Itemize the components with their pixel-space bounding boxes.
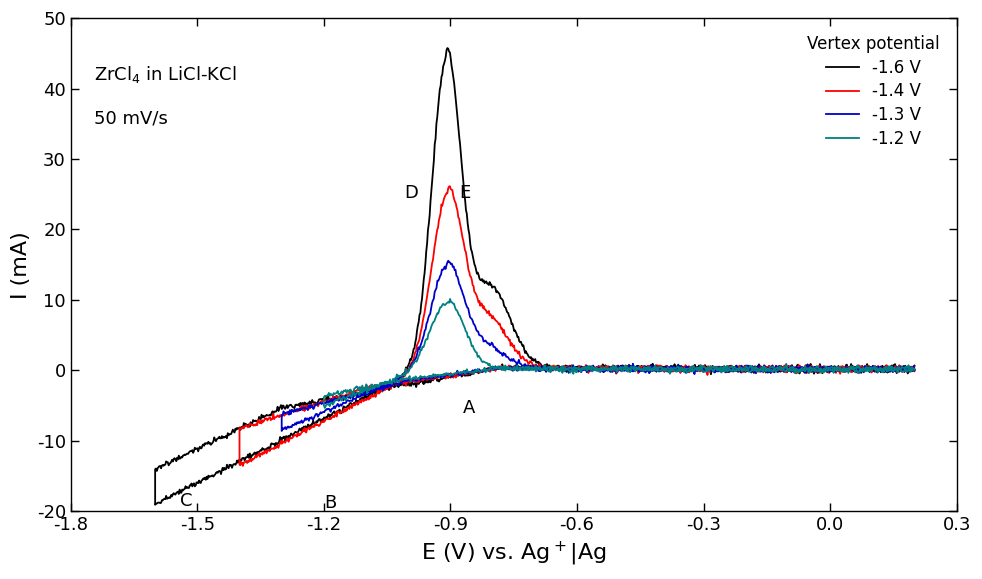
Legend: -1.6 V, -1.4 V, -1.3 V, -1.2 V: -1.6 V, -1.4 V, -1.3 V, -1.2 V	[799, 27, 949, 156]
-1.2 V	[396, 375, 408, 382]
-1.6 V	[281, 402, 293, 409]
-1.2 V	[709, 364, 721, 371]
-1.6 V	[584, 363, 596, 370]
Line: -1.6 V: -1.6 V	[155, 48, 914, 505]
Text: ZrCl$_4$ in LiCl-KCl: ZrCl$_4$ in LiCl-KCl	[94, 64, 237, 85]
-1.4 V	[490, 317, 502, 324]
Text: 50 mV/s: 50 mV/s	[94, 109, 168, 127]
-1.3 V	[908, 366, 920, 373]
-1.2 V	[908, 367, 920, 373]
-1.6 V	[908, 362, 920, 369]
-1.2 V	[373, 382, 385, 389]
Line: -1.4 V: -1.4 V	[240, 186, 914, 466]
Text: B: B	[324, 494, 336, 512]
-1.3 V	[602, 366, 614, 373]
-1.4 V	[908, 363, 920, 370]
Text: E: E	[459, 184, 470, 201]
-1.4 V	[249, 452, 261, 459]
-1.3 V	[276, 427, 288, 434]
-1.3 V	[307, 416, 319, 423]
-1.3 V	[672, 368, 683, 375]
-1.6 V	[427, 167, 439, 174]
-1.2 V	[752, 365, 764, 372]
Line: -1.2 V: -1.2 V	[324, 299, 914, 408]
-1.4 V	[908, 367, 920, 374]
Line: -1.3 V: -1.3 V	[282, 261, 914, 431]
-1.4 V	[823, 367, 835, 374]
-1.4 V	[444, 183, 456, 190]
Text: D: D	[404, 184, 418, 201]
X-axis label: E (V) vs. Ag$^+$|Ag: E (V) vs. Ag$^+$|Ag	[421, 540, 607, 568]
-1.3 V	[908, 367, 920, 373]
-1.6 V	[908, 368, 920, 375]
-1.3 V	[472, 368, 484, 375]
-1.3 V	[892, 366, 903, 373]
-1.4 V	[298, 402, 309, 409]
-1.4 V	[237, 463, 248, 470]
-1.2 V	[444, 295, 456, 302]
-1.6 V	[442, 45, 454, 52]
Y-axis label: I (mA): I (mA)	[11, 231, 31, 299]
-1.2 V	[349, 391, 360, 398]
-1.6 V	[149, 501, 161, 508]
Text: A: A	[464, 398, 475, 416]
-1.2 V	[511, 364, 522, 371]
-1.6 V	[822, 364, 834, 371]
-1.3 V	[324, 397, 336, 404]
-1.2 V	[319, 405, 331, 412]
-1.4 V	[883, 365, 895, 372]
Text: C: C	[181, 492, 192, 510]
-1.2 V	[908, 365, 920, 372]
-1.3 V	[442, 257, 454, 264]
-1.6 V	[340, 395, 352, 402]
-1.6 V	[289, 405, 300, 412]
-1.4 V	[667, 365, 679, 372]
